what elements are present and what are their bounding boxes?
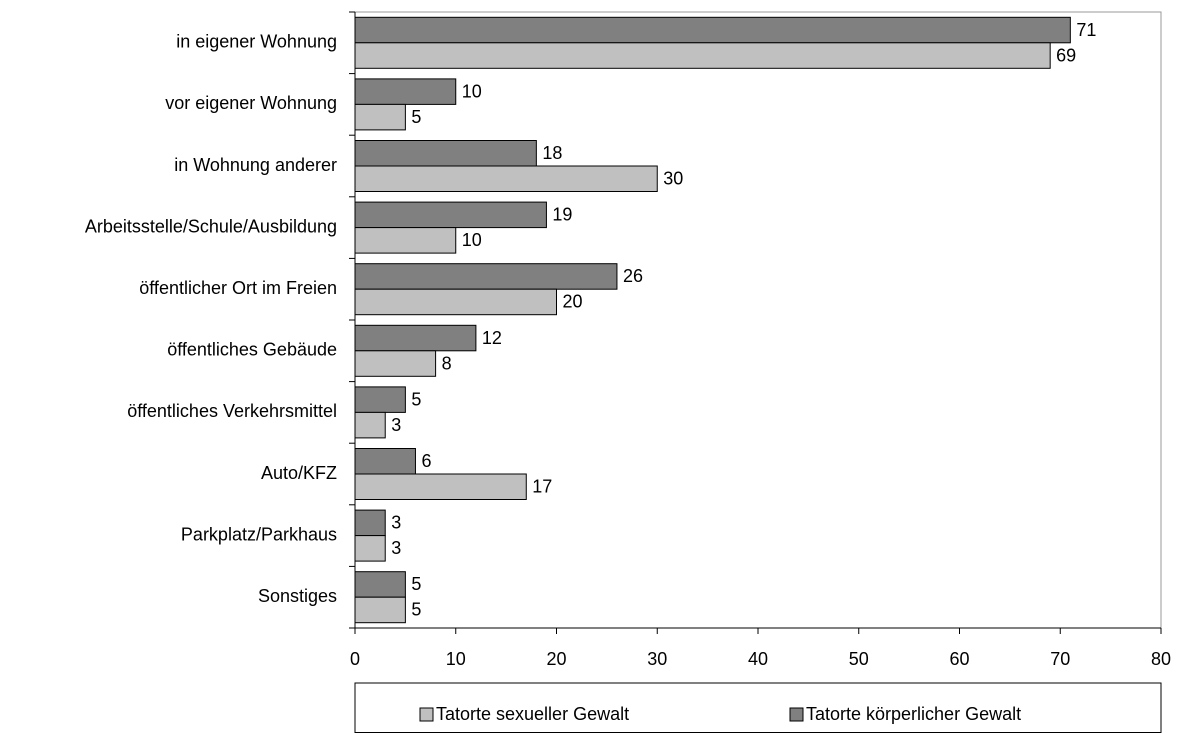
bar [354, 288, 557, 316]
x-tick-label: 0 [350, 649, 360, 669]
x-tick-label: 50 [849, 649, 869, 669]
bar [354, 509, 386, 537]
y-tick-label: öffentliches Verkehrsmittel [127, 401, 337, 421]
legend-label: Tatorte sexueller Gewalt [436, 704, 629, 724]
data-label: 20 [563, 292, 583, 312]
x-tick-label: 80 [1151, 649, 1171, 669]
bar [354, 596, 406, 624]
data-label: 5 [411, 107, 421, 127]
data-label: 10 [462, 230, 482, 250]
bar [354, 535, 386, 562]
legend-swatch [789, 707, 804, 722]
data-label: 6 [421, 451, 431, 471]
data-label: 8 [442, 353, 452, 373]
bar [354, 227, 457, 254]
bar [354, 263, 618, 290]
data-label: 18 [542, 143, 562, 163]
y-tick-label: Sonstiges [258, 586, 337, 606]
bar [354, 16, 1071, 44]
bar [354, 201, 547, 229]
x-tick-label: 70 [1050, 649, 1070, 669]
bar [354, 165, 658, 192]
plot-frame [354, 11, 1162, 629]
bar [354, 324, 477, 352]
x-tick-label: 40 [748, 649, 768, 669]
legend-label: Tatorte körperlicher Gewalt [806, 704, 1021, 724]
data-label: 5 [411, 600, 421, 620]
y-tick-label: Auto/KFZ [261, 463, 337, 483]
data-label: 71 [1076, 20, 1096, 40]
legend-swatch [419, 707, 434, 722]
x-tick-label: 20 [546, 649, 566, 669]
bar [354, 448, 416, 475]
data-label: 3 [391, 538, 401, 558]
y-tick-label: in eigener Wohnung [176, 32, 337, 52]
y-tick-label: vor eigener Wohnung [165, 93, 337, 113]
bar [354, 78, 457, 105]
bar [354, 411, 386, 439]
data-label: 10 [462, 81, 482, 101]
data-label: 30 [663, 169, 683, 189]
y-tick-label: öffentliches Gebäude [167, 340, 337, 360]
bar [354, 140, 537, 167]
data-label: 3 [391, 415, 401, 435]
y-tick-label: Parkplatz/Parkhaus [181, 524, 337, 544]
data-label: 5 [411, 389, 421, 409]
bar [354, 571, 406, 598]
data-label: 17 [532, 477, 552, 497]
bar [354, 42, 1051, 69]
x-tick-label: 10 [446, 649, 466, 669]
data-label: 19 [552, 205, 572, 225]
y-tick-label: Arbeitsstelle/Schule/Ausbildung [85, 216, 337, 236]
x-tick-label: 30 [647, 649, 667, 669]
bar [354, 103, 406, 131]
bar [354, 386, 406, 413]
data-label: 3 [391, 513, 401, 533]
data-label: 26 [623, 266, 643, 286]
bar [354, 350, 437, 377]
data-label: 5 [411, 574, 421, 594]
data-label: 69 [1056, 45, 1076, 65]
y-tick-label: öffentlicher Ort im Freien [139, 278, 337, 298]
data-label: 12 [482, 328, 502, 348]
y-tick-label: in Wohnung anderer [174, 155, 337, 175]
bar [354, 473, 527, 500]
x-tick-label: 60 [949, 649, 969, 669]
